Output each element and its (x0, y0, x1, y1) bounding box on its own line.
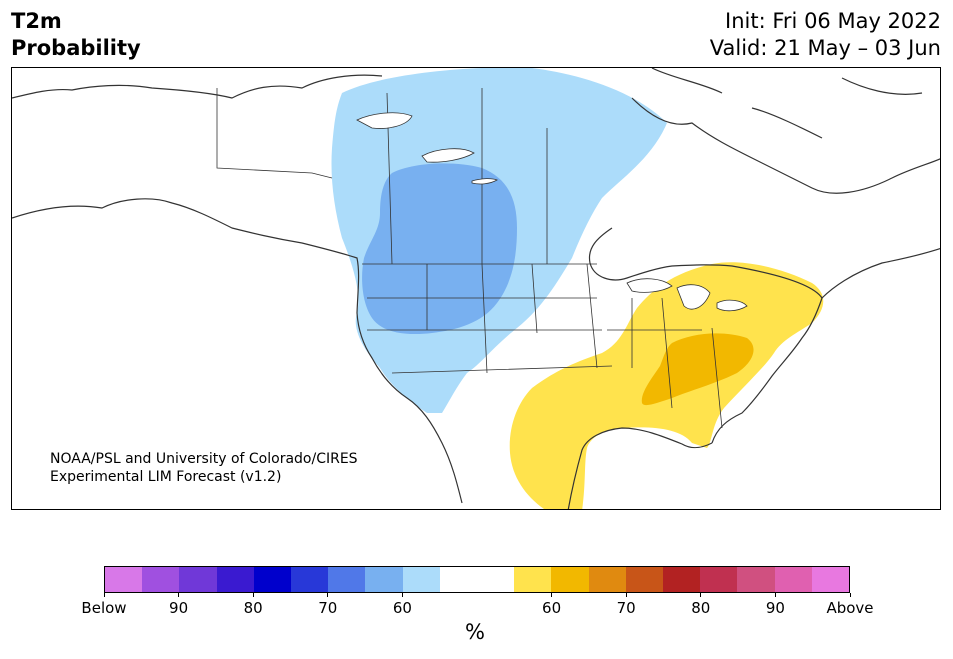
colorbar-tick-label: 80 (243, 599, 263, 617)
colorbar-tick-mark (252, 593, 254, 597)
colorbar-cell (588, 567, 626, 592)
map-title: T2m Probability (11, 8, 141, 62)
colorbar-tick-mark (103, 593, 105, 597)
colorbar-tick-label: Below (81, 599, 127, 617)
colorbar-tick-label: 60 (542, 599, 562, 617)
colorbar-tick-label: 80 (691, 599, 711, 617)
colorbar-cell (551, 567, 589, 592)
lakes (356, 112, 748, 312)
colorbar-cell (700, 567, 738, 592)
colorbar-cell (105, 567, 143, 592)
colorbar-cell (774, 567, 812, 592)
colorbar-cell (365, 567, 403, 592)
valid-range: Valid: 21 May – 03 Jun (709, 36, 941, 60)
colorbar-cell (402, 567, 440, 592)
near-normal-region (458, 206, 706, 413)
colorbar-cell (142, 567, 180, 592)
credit-line-2: Experimental LIM Forecast (v1.2) (50, 469, 282, 485)
colorbar-cell (811, 567, 850, 592)
credit-line-1: NOAA/PSL and University of Colorado/CIRE… (50, 451, 358, 467)
colorbar-cell (625, 567, 664, 592)
colorbar-cell (179, 567, 217, 592)
colorbar-tick-label: 60 (392, 599, 412, 617)
colorbar-tick-label: 70 (318, 599, 338, 617)
title-variable: T2m (11, 9, 62, 33)
colorbar-cell (737, 567, 775, 592)
colorbar-tick-mark (401, 593, 403, 597)
colorbar-unit: % (465, 620, 485, 644)
colorbar-tick-mark (700, 593, 702, 597)
colorbar-tick-mark (178, 593, 180, 597)
colorbar-cell (253, 567, 292, 592)
colorbar-cell (477, 567, 515, 592)
colorbar-tick-mark (849, 593, 851, 597)
colorbar-cell (663, 567, 701, 592)
colorbar-tick-mark (625, 593, 627, 597)
coastlines (12, 68, 940, 509)
colorbar-tick-mark (327, 593, 329, 597)
colorbar-tick-mark (774, 593, 776, 597)
colorbar-cell (328, 567, 366, 592)
colorbar-cell (291, 567, 329, 592)
colorbar-cell (439, 567, 478, 592)
title-type: Probability (11, 36, 141, 60)
colorbar-tick-label: Above (826, 599, 874, 617)
map-panel: NOAA/PSL and University of Colorado/CIRE… (11, 67, 941, 510)
political-borders (216, 88, 723, 429)
colorbar-tick-label: 90 (765, 599, 785, 617)
below-normal-medium-region (362, 163, 517, 335)
colorbar-cell (514, 567, 552, 592)
forecast-dates: Init: Fri 06 May 2022 Valid: 21 May – 03… (710, 8, 941, 62)
colorbar-tick-mark (551, 593, 553, 597)
map-credit: NOAA/PSL and University of Colorado/CIRE… (50, 450, 358, 486)
colorbar-tick-label: 70 (616, 599, 636, 617)
colorbar-cell (216, 567, 254, 592)
probability-colorbar (104, 566, 850, 593)
init-date: Init: Fri 06 May 2022 (725, 9, 941, 33)
colorbar-tick-label: 90 (169, 599, 189, 617)
north-america-map (12, 68, 940, 509)
